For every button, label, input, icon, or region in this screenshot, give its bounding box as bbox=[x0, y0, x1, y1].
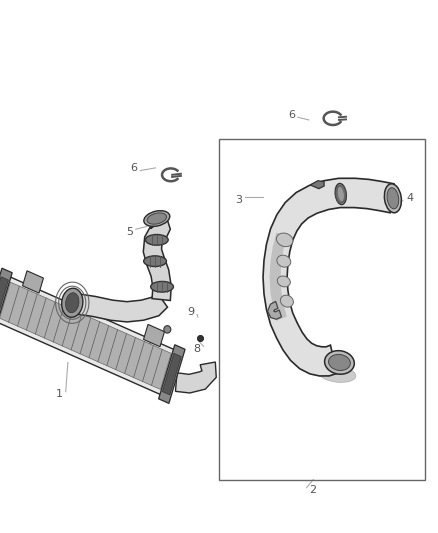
Polygon shape bbox=[143, 217, 171, 301]
Polygon shape bbox=[310, 181, 324, 189]
Polygon shape bbox=[268, 302, 282, 319]
Ellipse shape bbox=[144, 211, 170, 227]
Bar bbox=[219, 139, 425, 480]
Ellipse shape bbox=[276, 233, 293, 247]
Ellipse shape bbox=[280, 295, 293, 307]
Text: 4: 4 bbox=[406, 193, 413, 203]
Text: 9: 9 bbox=[187, 307, 194, 317]
Text: 1: 1 bbox=[56, 390, 63, 399]
Ellipse shape bbox=[328, 354, 350, 370]
Ellipse shape bbox=[385, 184, 401, 213]
Polygon shape bbox=[263, 179, 394, 376]
Text: 3: 3 bbox=[235, 195, 242, 205]
Ellipse shape bbox=[277, 276, 290, 287]
Ellipse shape bbox=[147, 213, 166, 224]
Text: 6: 6 bbox=[288, 110, 295, 119]
Ellipse shape bbox=[66, 293, 79, 313]
Text: 2: 2 bbox=[310, 486, 317, 495]
Polygon shape bbox=[22, 271, 43, 293]
Polygon shape bbox=[269, 232, 287, 321]
Ellipse shape bbox=[319, 366, 356, 382]
Polygon shape bbox=[76, 292, 167, 322]
Ellipse shape bbox=[277, 255, 291, 267]
Text: 6: 6 bbox=[130, 163, 137, 173]
Polygon shape bbox=[159, 345, 185, 403]
Ellipse shape bbox=[387, 188, 399, 209]
Ellipse shape bbox=[62, 288, 83, 317]
Ellipse shape bbox=[144, 256, 166, 266]
Ellipse shape bbox=[151, 281, 173, 292]
Text: 5: 5 bbox=[126, 227, 133, 237]
Polygon shape bbox=[0, 282, 171, 390]
Ellipse shape bbox=[145, 235, 168, 245]
Polygon shape bbox=[162, 353, 181, 395]
Text: 7: 7 bbox=[145, 339, 152, 349]
Polygon shape bbox=[0, 268, 12, 327]
Ellipse shape bbox=[335, 183, 346, 205]
Text: 8: 8 bbox=[194, 344, 201, 354]
Polygon shape bbox=[0, 277, 8, 318]
Polygon shape bbox=[0, 275, 179, 397]
Polygon shape bbox=[176, 362, 216, 393]
Polygon shape bbox=[144, 325, 165, 346]
Ellipse shape bbox=[325, 351, 354, 374]
Ellipse shape bbox=[164, 326, 171, 333]
